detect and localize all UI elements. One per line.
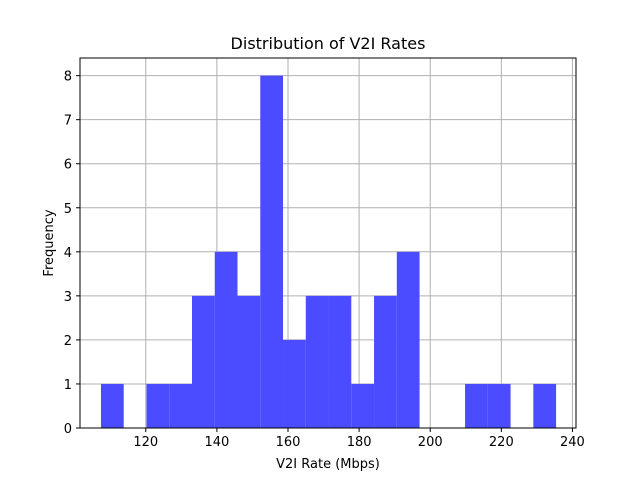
histogram-bar [100, 383, 124, 428]
y-tick-label: 6 [64, 158, 72, 173]
ticks: 120 140 160 180 200 220 240 0 1 2 3 4 5 6 7 8 [64, 70, 585, 450]
y-tick-label: 3 [64, 290, 72, 305]
y-tick-label: 2 [64, 334, 72, 349]
chart-title: Distribution of V2I Rates [231, 34, 426, 53]
histogram-bar [351, 383, 375, 428]
histogram-bar [465, 383, 488, 428]
x-tick-label: 220 [489, 435, 514, 450]
x-tick-label: 140 [204, 435, 229, 450]
histogram-bar [146, 383, 170, 428]
histogram-bar [533, 383, 557, 428]
y-axis-label: Frequency [42, 209, 57, 276]
histogram-bar [487, 383, 511, 428]
x-axis-label: V2I Rate (Mbps) [276, 457, 380, 472]
y-tick-label: 4 [64, 246, 72, 261]
x-tick-label: 180 [347, 435, 372, 450]
y-tick-label: 7 [64, 114, 72, 129]
histogram-bar [260, 75, 284, 428]
histogram-bar [374, 295, 397, 428]
histogram-bar [396, 251, 420, 428]
x-tick-label: 120 [133, 435, 158, 450]
histogram-bar [169, 383, 192, 428]
histogram-bar [305, 295, 329, 428]
x-tick-label: 160 [276, 435, 301, 450]
x-tick-label: 200 [418, 435, 443, 450]
bars [100, 75, 557, 428]
plot-frame [79, 57, 577, 429]
histogram-bar [192, 295, 215, 428]
x-tick-label: 240 [560, 435, 585, 450]
y-tick-label: 1 [64, 378, 72, 393]
y-tick-label: 5 [64, 202, 72, 217]
histogram-bar [214, 251, 238, 428]
histogram-bar [283, 339, 306, 428]
y-tick-label: 8 [64, 70, 72, 85]
histogram-bar [328, 295, 352, 428]
histogram-bar [237, 295, 261, 428]
y-tick-label: 0 [64, 422, 72, 437]
